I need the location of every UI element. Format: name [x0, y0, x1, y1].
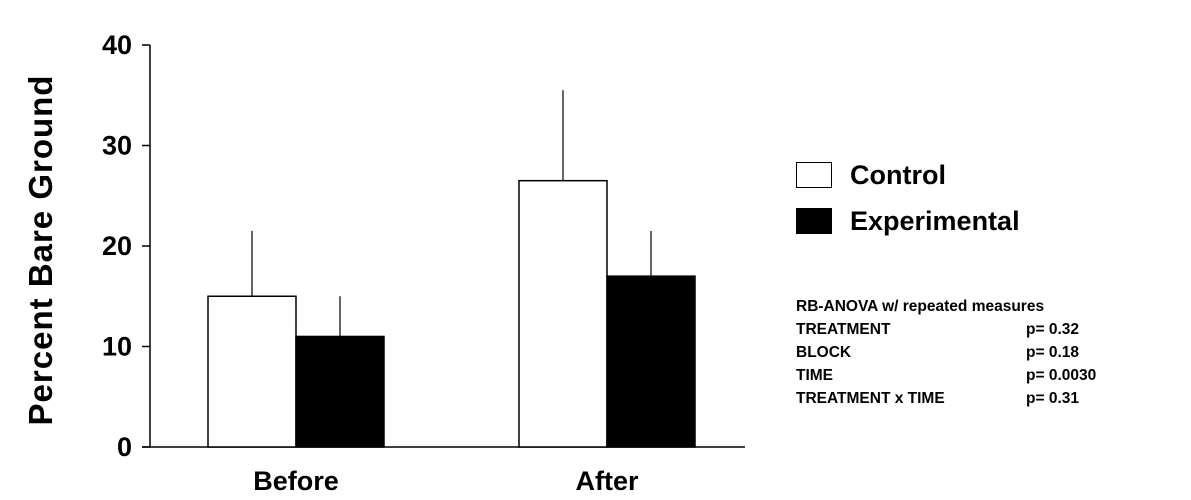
- anova-term: TREATMENT x TIME: [796, 390, 945, 407]
- anova-row-treatment-x-time: TREATMENT x TIME p= 0.31: [796, 387, 1096, 410]
- anova-term: BLOCK: [796, 344, 852, 361]
- anova-row-treatment: TREATMENT p= 0.32: [796, 318, 1096, 341]
- anova-stats: RB-ANOVA w/ repeated measures TREATMENT …: [796, 295, 1096, 410]
- legend-item-control: Control: [796, 152, 1020, 198]
- anova-p-value: p= 0.32: [1026, 321, 1079, 338]
- legend-label-control: Control: [850, 159, 946, 190]
- legend-swatch-experimental: [796, 208, 832, 234]
- x-category-label: After: [575, 466, 638, 496]
- bar-control-before: [207, 295, 297, 448]
- bar-experimental-before: [295, 335, 385, 448]
- anova-p-value: p= 0.0030: [1026, 367, 1097, 384]
- legend-swatch-control: [796, 162, 832, 188]
- anova-row-block: BLOCK p= 0.18: [796, 341, 1096, 364]
- y-tick-label: 40: [102, 30, 132, 60]
- bar-chart: 0 10 20 30 40 Percent Bare Ground Before After: [22, 30, 745, 496]
- y-tick-label: 20: [102, 231, 132, 261]
- legend: Control Experimental: [796, 152, 1020, 244]
- anova-title: RB-ANOVA w/ repeated measures: [796, 298, 1045, 315]
- y-axis-label: Percent Bare Ground: [22, 75, 59, 426]
- legend-item-experimental: Experimental: [796, 198, 1020, 244]
- anova-row-time: TIME p= 0.0030: [796, 364, 1096, 387]
- anova-p-value: p= 0.31: [1026, 390, 1079, 407]
- legend-label-experimental: Experimental: [850, 205, 1020, 236]
- anova-term: TIME: [796, 367, 834, 384]
- x-category-label: Before: [253, 466, 339, 496]
- bar-control-after: [518, 179, 608, 448]
- y-tick-label: 0: [117, 432, 132, 462]
- y-tick-label: 10: [102, 332, 132, 362]
- anova-p-value: p= 0.18: [1026, 344, 1079, 361]
- bar-experimental-after: [606, 275, 696, 448]
- anova-term: TREATMENT: [796, 321, 891, 338]
- y-tick-label: 30: [102, 131, 132, 161]
